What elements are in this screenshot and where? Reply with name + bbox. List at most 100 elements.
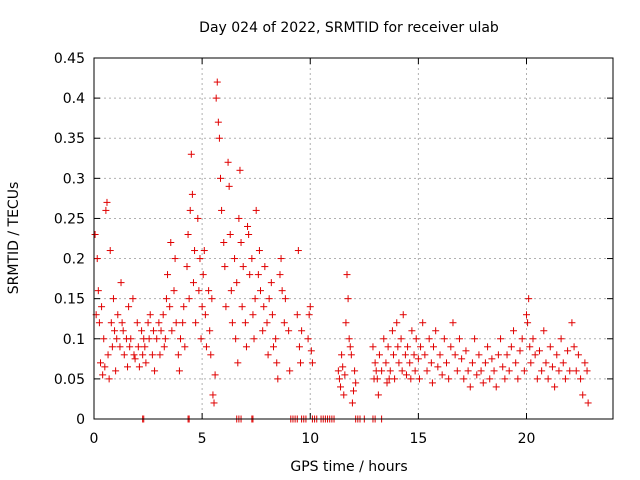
- data-point: [180, 303, 188, 311]
- data-point: [458, 355, 466, 363]
- data-point: [100, 335, 108, 343]
- data-point: [95, 319, 103, 327]
- data-point: [447, 343, 455, 351]
- data-point: [566, 367, 574, 375]
- data-point: [185, 295, 193, 303]
- scatter-series: [91, 78, 592, 423]
- data-point: [388, 327, 396, 335]
- data-point: [442, 359, 450, 367]
- data-point: [259, 327, 267, 335]
- data-point: [138, 327, 146, 335]
- data-point: [384, 343, 392, 351]
- data-point: [255, 247, 263, 255]
- data-point: [145, 335, 153, 343]
- data-point: [221, 263, 229, 271]
- data-point: [170, 287, 178, 295]
- data-point: [559, 359, 567, 367]
- data-point: [295, 343, 303, 351]
- data-point: [200, 247, 208, 255]
- data-point: [130, 351, 138, 359]
- data-point: [281, 295, 289, 303]
- data-point: [273, 359, 281, 367]
- data-point: [430, 343, 438, 351]
- data-point: [242, 343, 250, 351]
- data-point: [277, 255, 285, 263]
- data-point: [492, 383, 500, 391]
- data-point: [209, 391, 217, 399]
- data-point: [183, 263, 191, 271]
- data-point: [455, 335, 463, 343]
- data-point: [274, 375, 282, 383]
- data-point: [162, 295, 170, 303]
- data-point: [112, 367, 120, 375]
- data-point: [139, 351, 147, 359]
- data-point: [237, 239, 245, 247]
- data-point: [383, 379, 391, 387]
- data-point: [548, 363, 556, 371]
- data-point: [285, 327, 293, 335]
- data-point: [135, 363, 143, 371]
- data-point: [374, 391, 382, 399]
- data-point: [414, 355, 422, 363]
- data-point: [263, 319, 271, 327]
- data-point: [561, 375, 569, 383]
- data-point: [346, 343, 354, 351]
- data-point: [423, 367, 431, 375]
- data-point: [98, 303, 106, 311]
- data-point: [286, 367, 294, 375]
- data-point: [411, 367, 419, 375]
- data-point: [146, 311, 154, 319]
- data-point: [579, 391, 587, 399]
- data-point: [103, 198, 111, 206]
- data-point: [99, 371, 107, 379]
- data-point: [236, 166, 244, 174]
- data-point: [195, 287, 203, 295]
- data-point: [344, 295, 352, 303]
- data-point: [214, 118, 222, 126]
- data-point: [564, 347, 572, 355]
- y-tick-label: 0.25: [54, 211, 85, 227]
- data-point: [399, 311, 407, 319]
- data-point: [428, 379, 436, 387]
- data-point: [553, 351, 561, 359]
- x-tick-label: 15: [409, 431, 427, 447]
- y-tick-label: 0.05: [54, 372, 85, 388]
- data-point: [449, 319, 457, 327]
- data-point: [572, 367, 580, 375]
- data-point: [520, 367, 528, 375]
- data-point: [348, 399, 356, 407]
- data-point: [278, 287, 286, 295]
- data-point: [540, 327, 548, 335]
- data-point: [466, 383, 474, 391]
- data-point: [174, 351, 182, 359]
- data-point: [410, 351, 418, 359]
- data-point: [155, 319, 163, 327]
- data-point: [516, 347, 524, 355]
- chart-title: Day 024 of 2022, SRMTID for receiver ula…: [199, 20, 499, 36]
- data-point: [339, 363, 347, 371]
- data-point: [222, 303, 230, 311]
- data-point: [394, 343, 402, 351]
- data-point: [544, 375, 552, 383]
- data-point: [369, 343, 377, 351]
- data-point: [234, 359, 242, 367]
- x-axis: 0 5 10 15 20: [90, 58, 535, 447]
- grid: [94, 58, 613, 419]
- data-point: [208, 295, 216, 303]
- data-point: [114, 311, 122, 319]
- data-point: [217, 174, 225, 182]
- data-point: [167, 239, 175, 247]
- data-point: [510, 327, 518, 335]
- data-point: [533, 375, 541, 383]
- data-point: [341, 371, 349, 379]
- data-point: [166, 303, 174, 311]
- data-point: [497, 335, 505, 343]
- data-point: [93, 255, 101, 263]
- data-point: [524, 319, 532, 327]
- data-point: [149, 327, 157, 335]
- data-point: [210, 399, 218, 407]
- data-point: [378, 367, 386, 375]
- data-point: [298, 327, 306, 335]
- data-point: [106, 247, 114, 255]
- data-point: [531, 351, 539, 359]
